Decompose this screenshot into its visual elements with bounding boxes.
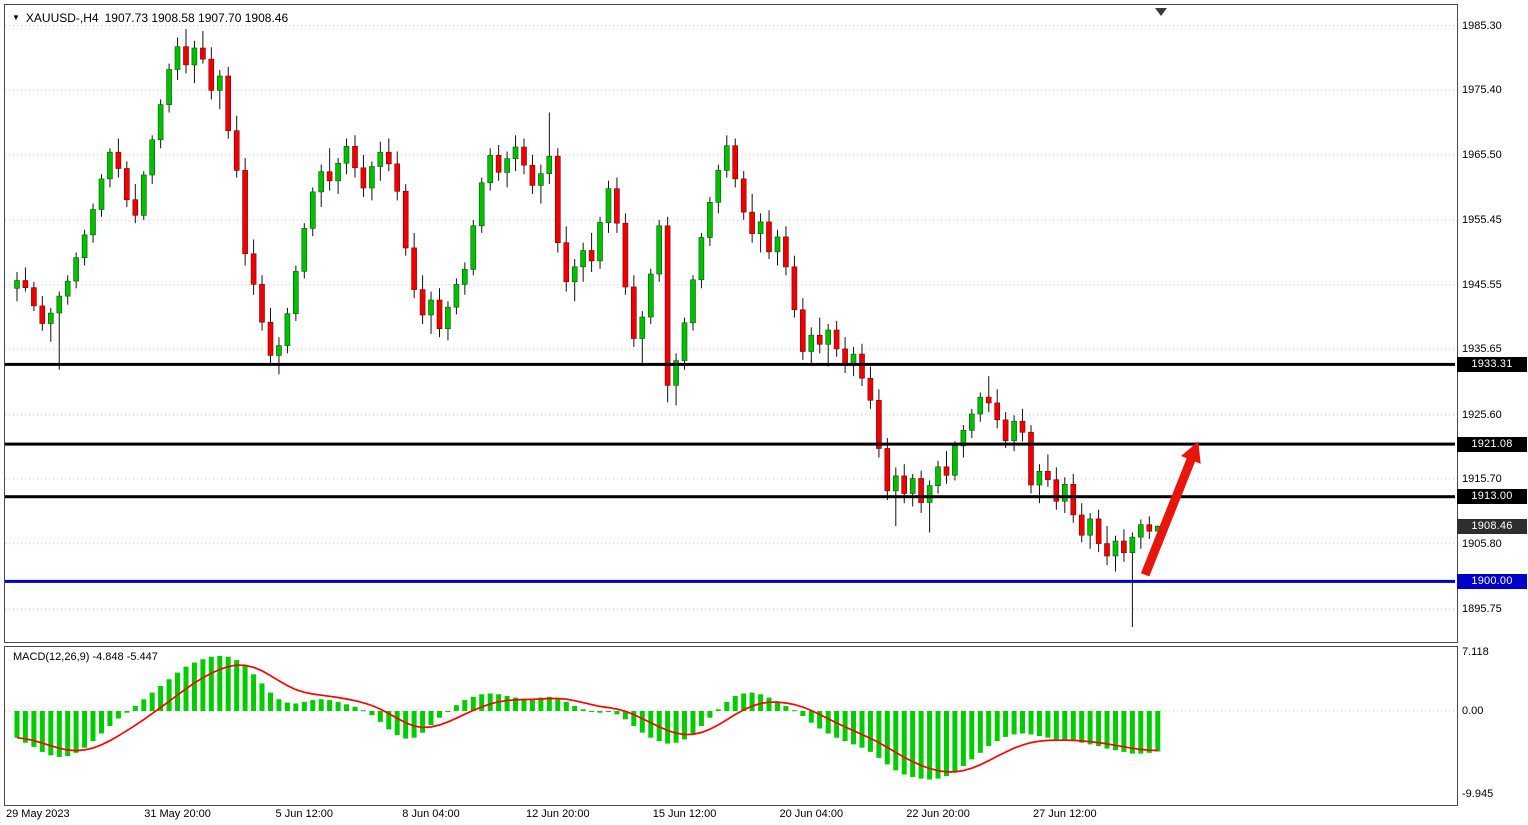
macd-indicator-pane[interactable]: MACD(12,26,9) -4.848 -5.447 (4, 646, 1458, 806)
macd-indicator-label: MACD(12,26,9) -4.848 -5.447 (13, 651, 158, 663)
level-line-1933-31[interactable] (5, 362, 1455, 366)
time-axis-label: 20 Jun 04:00 (779, 808, 844, 820)
price-axis-tick: 1925.60 (1462, 408, 1502, 421)
price-axis-tick: 1985.30 (1462, 19, 1502, 32)
level-line-1913-00[interactable] (5, 495, 1455, 499)
macd-canvas[interactable] (5, 647, 1455, 803)
price-axis-tick: 1975.40 (1462, 84, 1502, 97)
time-axis-label: 31 May 20:00 (144, 808, 211, 820)
price-tag-1913-00: 1913.00 (1457, 489, 1527, 505)
price-chart-canvas[interactable] (5, 5, 1455, 640)
current-price-tag: 1908.46 (1457, 518, 1527, 534)
symbol-dropdown-icon[interactable]: ▼ (12, 13, 20, 22)
chart-ohlc-values: 1907.73 1908.58 1907.70 1908.46 (104, 11, 289, 25)
macd-axis-tick: 7.118 (1462, 645, 1489, 658)
candlestick-series (14, 29, 1161, 627)
price-axis-tick: 1935.65 (1462, 343, 1502, 356)
time-axis-label: 22 Jun 20:00 (906, 808, 970, 820)
trend-arrow[interactable] (1140, 441, 1201, 577)
price-axis-tick: 1895.75 (1462, 603, 1502, 616)
time-axis-label: 12 Jun 20:00 (525, 808, 590, 820)
time-axis-label: 8 Jun 04:00 (402, 808, 460, 820)
time-axis-label: 29 May 2023 (6, 808, 70, 820)
price-axis-tick: 1945.55 (1462, 278, 1502, 291)
macd-axis-tick: 0.00 (1462, 705, 1484, 717)
price-axis-tick: 1905.80 (1462, 537, 1502, 550)
chart-symbol-period: XAUUSD-,H4 (25, 11, 99, 25)
grid-lines (5, 25, 1455, 610)
horizontal-level-lines (5, 362, 1455, 583)
time-axis-label: 27 Jun 12:00 (1032, 808, 1097, 820)
price-axis-tick: 1955.45 (1462, 214, 1502, 227)
time-axis-label: 15 Jun 12:00 (652, 808, 717, 820)
level-line-1900-00[interactable] (5, 579, 1455, 583)
price-tag-1921-08: 1921.08 (1457, 436, 1527, 452)
price-axis-tick: 1915.70 (1462, 473, 1502, 486)
price-tag-1900-00: 1900.00 (1457, 573, 1527, 589)
level-line-1921-08[interactable] (5, 442, 1455, 446)
macd-axis-tick: -9.945 (1462, 788, 1494, 801)
chart-shift-marker-icon[interactable] (1155, 8, 1167, 16)
macd-signal-line (16, 664, 1158, 773)
time-axis-label: 5 Jun 12:00 (275, 808, 334, 820)
price-tag-1933-31: 1933.31 (1457, 356, 1527, 372)
main-chart-pane[interactable]: ▼ XAUUSD-,H4 1907.73 1908.58 1907.70 190… (4, 4, 1458, 643)
price-axis-tick: 1965.50 (1462, 148, 1502, 161)
chart-title: ▼ XAUUSD-,H4 1907.73 1908.58 1907.70 190… (12, 11, 288, 25)
